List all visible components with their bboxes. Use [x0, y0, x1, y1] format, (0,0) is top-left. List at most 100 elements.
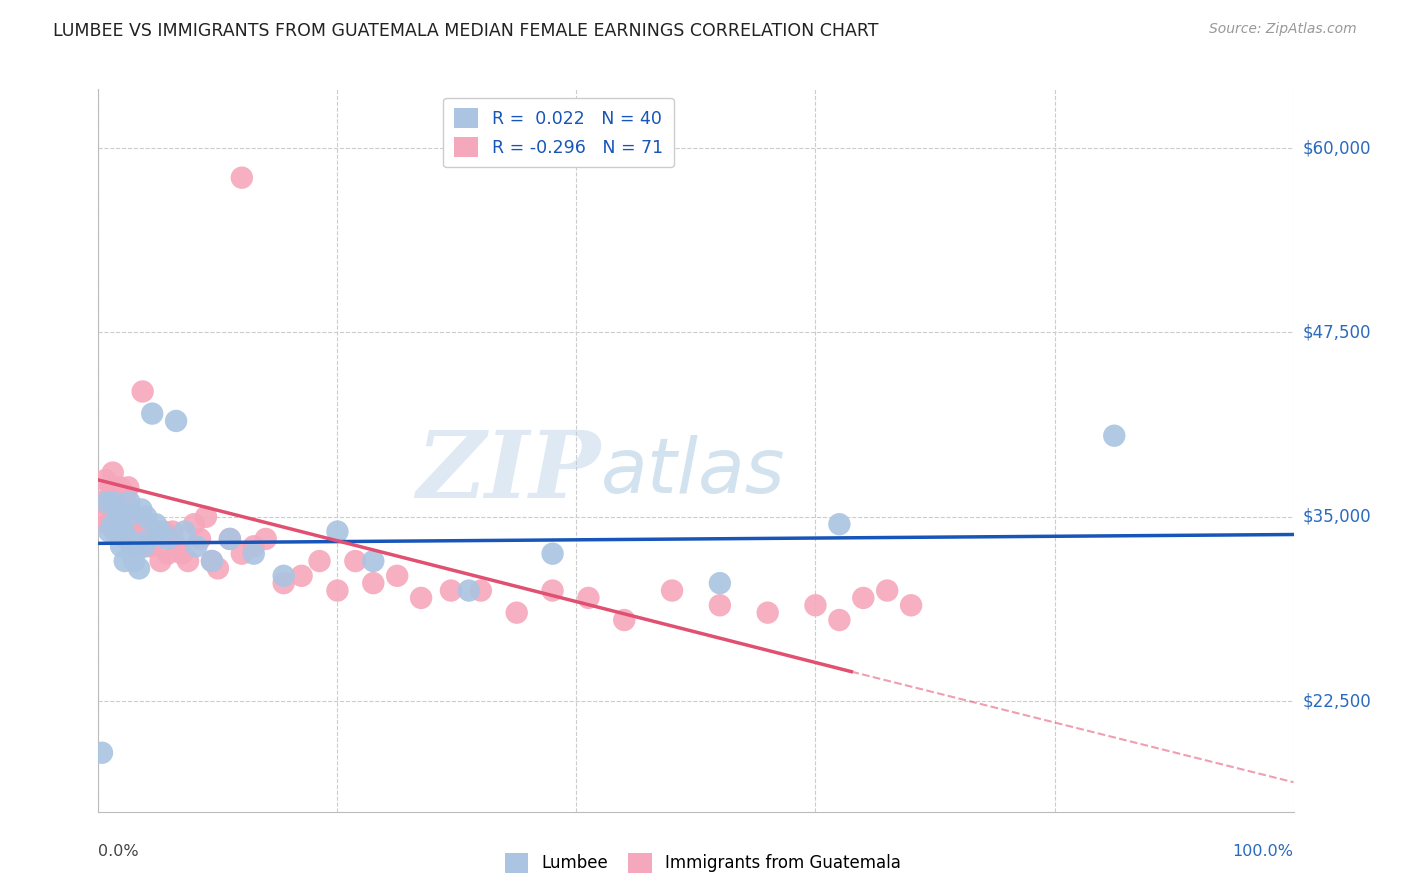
Point: [124, 532, 146, 546]
Point: [149, 524, 172, 539]
Point: [156, 532, 179, 546]
Point: [162, 524, 184, 539]
Point: [124, 509, 146, 524]
Point: [110, 539, 132, 553]
Point: [94, 473, 117, 487]
Point: [411, 591, 433, 605]
Point: [243, 547, 266, 561]
Point: [1104, 428, 1126, 442]
Point: [121, 539, 143, 553]
Point: [254, 532, 277, 546]
Point: [104, 524, 127, 539]
Point: [243, 539, 266, 553]
Point: [709, 599, 731, 613]
Point: [458, 583, 481, 598]
Point: [172, 547, 194, 561]
Point: [141, 407, 163, 421]
Point: [136, 517, 159, 532]
Point: [112, 517, 135, 532]
Text: LUMBEE VS IMMIGRANTS FROM GUATEMALA MEDIAN FEMALE EARNINGS CORRELATION CHART: LUMBEE VS IMMIGRANTS FROM GUATEMALA MEDI…: [53, 22, 879, 40]
Point: [125, 539, 148, 553]
Point: [115, 532, 138, 546]
Point: [149, 554, 172, 568]
Point: [135, 509, 157, 524]
Point: [107, 524, 129, 539]
Point: [110, 509, 132, 524]
Point: [804, 599, 827, 613]
Point: [111, 495, 134, 509]
Point: [91, 509, 114, 524]
Point: [131, 384, 153, 399]
Point: [201, 554, 224, 568]
Point: [115, 488, 138, 502]
Point: [219, 532, 242, 546]
Point: [165, 414, 187, 428]
Point: [121, 547, 143, 561]
Point: [101, 517, 124, 532]
Point: [756, 606, 779, 620]
Point: [344, 554, 367, 568]
Point: [96, 495, 118, 509]
Point: [105, 524, 128, 539]
Point: [156, 547, 179, 561]
Point: [108, 509, 131, 524]
Point: [186, 539, 208, 553]
Point: [852, 591, 875, 605]
Point: [101, 466, 124, 480]
Point: [98, 495, 121, 509]
Point: [105, 502, 128, 516]
Point: [828, 517, 851, 532]
Point: [578, 591, 600, 605]
Point: [118, 502, 141, 516]
Point: [114, 554, 136, 568]
Legend: R =  0.022   N = 40, R = -0.296   N = 71: R = 0.022 N = 40, R = -0.296 N = 71: [443, 98, 673, 168]
Text: ZIP: ZIP: [416, 427, 600, 517]
Point: [201, 554, 224, 568]
Point: [709, 576, 731, 591]
Point: [118, 495, 141, 509]
Point: [207, 561, 229, 575]
Point: [177, 554, 200, 568]
Text: 100.0%: 100.0%: [1233, 844, 1294, 859]
Point: [103, 495, 125, 509]
Point: [132, 539, 155, 553]
Legend: Lumbee, Immigrants from Guatemala: Lumbee, Immigrants from Guatemala: [498, 847, 908, 880]
Point: [900, 599, 922, 613]
Point: [440, 583, 463, 598]
Text: $22,500: $22,500: [1303, 692, 1372, 710]
Point: [661, 583, 683, 598]
Point: [108, 480, 131, 494]
Point: [231, 547, 253, 561]
Point: [117, 480, 139, 494]
Point: [326, 524, 349, 539]
Point: [153, 524, 176, 539]
Point: [876, 583, 898, 598]
Point: [98, 480, 122, 494]
Point: [326, 583, 349, 598]
Text: $47,500: $47,500: [1303, 324, 1372, 342]
Point: [183, 517, 205, 532]
Text: $60,000: $60,000: [1303, 139, 1372, 157]
Point: [98, 524, 121, 539]
Point: [112, 524, 135, 539]
Point: [828, 613, 851, 627]
Point: [291, 569, 314, 583]
Point: [91, 746, 114, 760]
Point: [195, 509, 218, 524]
Point: [138, 532, 160, 546]
Point: [613, 613, 636, 627]
Point: [100, 502, 122, 516]
Point: [114, 509, 136, 524]
Text: Source: ZipAtlas.com: Source: ZipAtlas.com: [1209, 22, 1357, 37]
Point: [124, 554, 146, 568]
Text: 0.0%: 0.0%: [98, 844, 139, 859]
Point: [308, 554, 330, 568]
Point: [141, 524, 163, 539]
Point: [273, 569, 295, 583]
Point: [385, 569, 409, 583]
Point: [90, 495, 112, 509]
Point: [145, 532, 167, 546]
Point: [188, 532, 211, 546]
Point: [115, 509, 138, 524]
Point: [128, 561, 150, 575]
